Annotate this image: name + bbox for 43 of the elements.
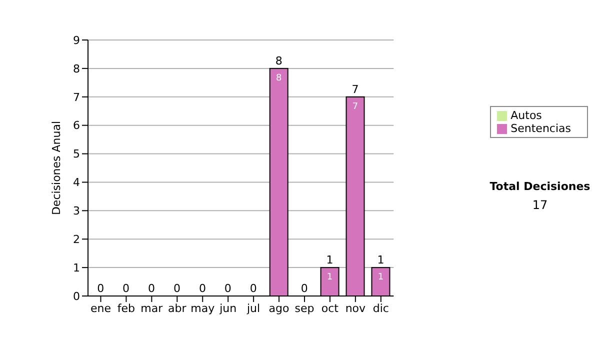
total-label: 0 — [250, 282, 257, 295]
x-tick-label: oct — [321, 302, 340, 315]
total-label: 0 — [224, 282, 232, 295]
y-tick-label: 7 — [73, 90, 80, 104]
y-tick-label: 1 — [73, 261, 80, 274]
y-tick-label: 6 — [73, 119, 80, 132]
x-tick-label: sep — [294, 302, 314, 315]
x-tick-label: ene — [90, 302, 112, 315]
x-tick-label: dic — [372, 302, 389, 315]
x-tick-label: ago — [268, 302, 290, 315]
legend-label: Sentencias — [510, 122, 571, 135]
total-label: 0 — [173, 282, 180, 295]
x-tick-label: mar — [140, 302, 164, 315]
text: 17 — [531, 198, 549, 212]
text: Total Decisiones — [488, 180, 592, 193]
y-tick-label: 2 — [73, 233, 80, 246]
y-tick-label: 3 — [73, 204, 80, 218]
data-label: 1 — [378, 272, 384, 283]
total-label: 0 — [122, 282, 130, 295]
x-tick-label: abr — [168, 302, 187, 315]
total-label: 8 — [275, 54, 282, 68]
y-tick-label: 0 — [73, 290, 80, 303]
total-label: 0 — [300, 282, 308, 295]
data-label: 1 — [326, 272, 333, 283]
y-axis-title: Decisiones Anual — [50, 120, 63, 216]
total-label: 0 — [198, 282, 206, 295]
data-label: 7 — [352, 102, 358, 112]
x-tick-label: jul — [246, 302, 260, 315]
legend-label: Autos — [510, 109, 542, 122]
total-label: 1 — [377, 254, 384, 267]
total-label: 0 — [148, 282, 156, 295]
total-label: 7 — [352, 82, 359, 96]
x-tick-label: jun — [218, 302, 237, 315]
x-tick-label: nov — [345, 302, 366, 315]
total-label: 1 — [326, 254, 334, 267]
total-label: 0 — [97, 282, 104, 295]
y-tick-label: 5 — [73, 148, 80, 161]
x-tick-label: may — [190, 302, 216, 315]
y-tick-label: 4 — [73, 176, 80, 190]
data-label: 8 — [276, 73, 282, 84]
x-tick-label: feb — [117, 302, 136, 315]
y-tick-label: 9 — [73, 34, 80, 47]
y-tick-label: 8 — [73, 62, 80, 76]
